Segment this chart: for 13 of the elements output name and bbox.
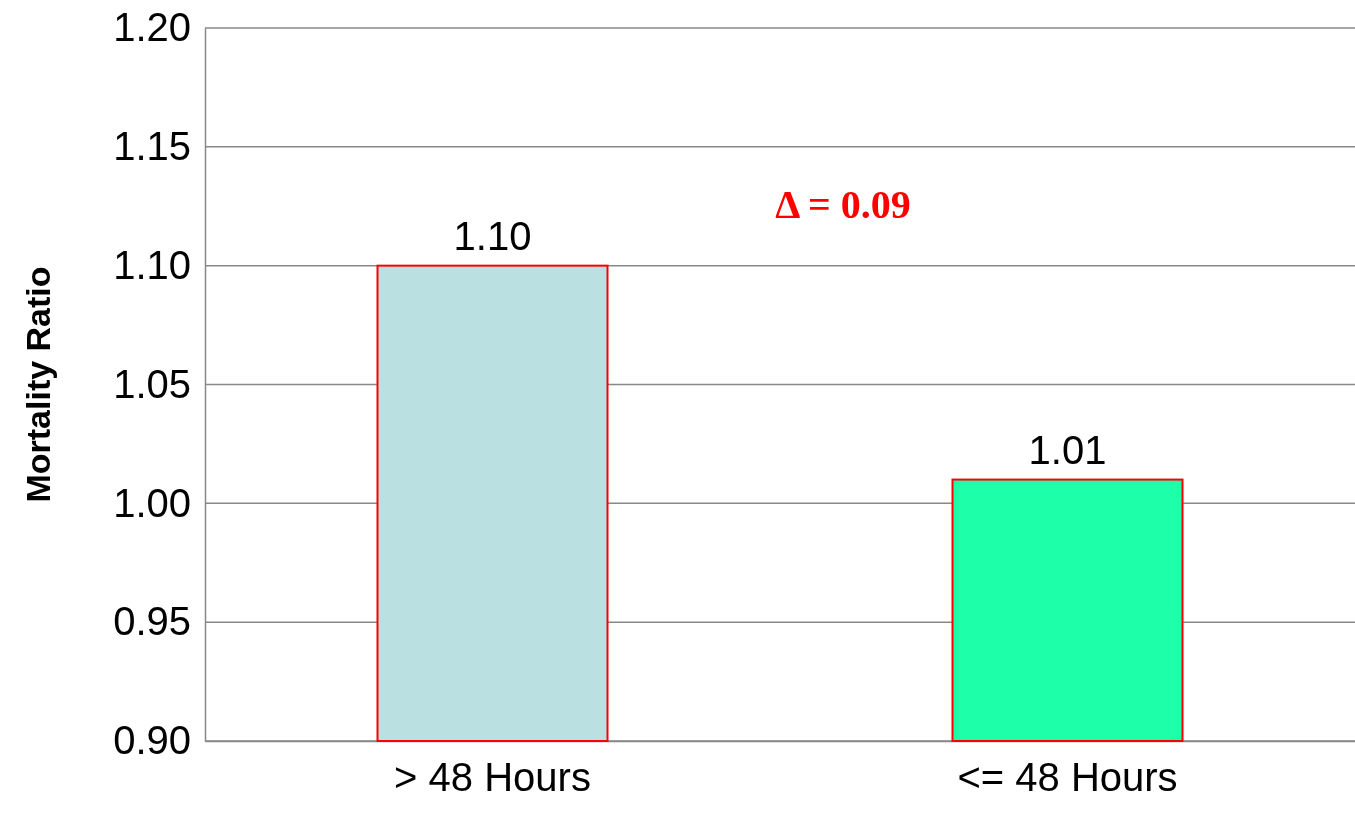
data-label: 1.10	[453, 213, 532, 258]
y-tick-label: 1.20	[113, 5, 191, 50]
y-tick-label: 1.05	[113, 361, 191, 406]
y-tick-label: 0.90	[113, 718, 191, 763]
annotation: Δ = 0.09	[775, 182, 911, 227]
x-tick-label: > 48 Hours	[394, 755, 591, 800]
y-axis-title: Mortality Ratio	[19, 266, 57, 503]
y-tick-label: 1.15	[113, 124, 191, 169]
y-tick-label: 1.00	[113, 480, 191, 525]
data-label: 1.01	[1028, 427, 1107, 472]
y-tick-label: 1.10	[113, 242, 191, 287]
y-tick-label: 0.95	[113, 599, 191, 644]
x-tick-label: <= 48 Hours	[957, 755, 1178, 800]
